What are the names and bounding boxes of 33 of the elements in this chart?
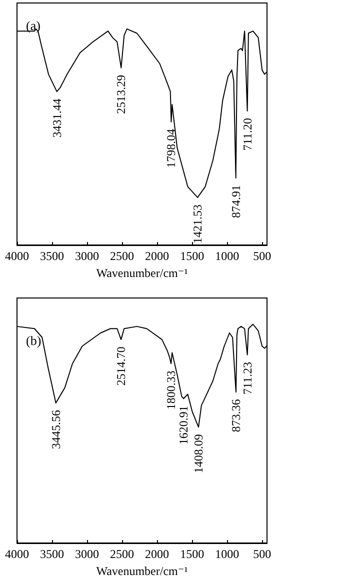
annotation: 874.91 xyxy=(228,185,243,218)
x-tick-label: 4000 xyxy=(5,249,29,263)
annotation: 3445.56 xyxy=(48,410,63,449)
x-tick-label: 3500 xyxy=(40,249,64,263)
x-tick-label: 1000 xyxy=(215,249,240,263)
annotation: 2513.29 xyxy=(114,74,128,114)
text: (b) xyxy=(26,333,42,348)
annotation: 711.20 xyxy=(240,118,254,151)
annotation: 1408.09 xyxy=(192,434,206,474)
x-tick-label: 2500 xyxy=(110,249,134,263)
annotation: 1421.53 xyxy=(190,204,205,244)
annotation: 873.36 xyxy=(228,399,243,432)
x-tick-label: 2000 xyxy=(145,249,170,263)
x-tick-label: 500 xyxy=(253,249,272,263)
annotation: 711.23 xyxy=(240,362,254,394)
x-tick-label: 3000 xyxy=(75,547,100,561)
annotation: 1798.04 xyxy=(164,128,178,168)
chart-title: (a) xyxy=(26,18,40,33)
x-axis-title: Wavenumber/cm⁻¹ xyxy=(96,266,188,280)
x-tick-label: 1500 xyxy=(180,249,204,263)
annotation: 1620.91 xyxy=(176,406,191,445)
annotation: 3431.44 xyxy=(50,98,64,138)
x-tick-label: 1000 xyxy=(215,547,240,561)
x-tick-label: 3000 xyxy=(75,249,100,263)
x-tick-label: 2000 xyxy=(145,547,170,561)
annotation: 2514.70 xyxy=(114,346,128,386)
x-axis-title: Wavenumber/cm⁻¹ xyxy=(96,564,188,578)
x-tick-label: 2500 xyxy=(110,547,134,561)
x-tick-label: 500 xyxy=(253,547,272,561)
x-tick-label: 1500 xyxy=(180,547,204,561)
x-tick-label: 4000 xyxy=(5,547,29,561)
x-tick-label: 3500 xyxy=(40,547,64,561)
annotation: 1800.33 xyxy=(164,370,178,410)
